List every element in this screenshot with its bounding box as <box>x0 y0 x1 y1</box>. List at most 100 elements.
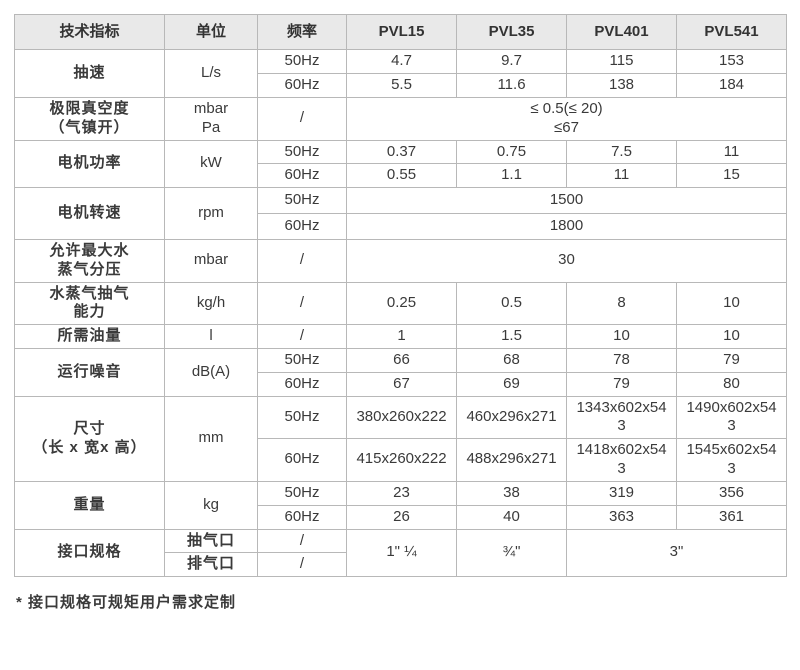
unit-cell: mbar <box>164 239 258 283</box>
row-weight-50hz: 重量 kg 50Hz 23 38 319 356 <box>14 480 787 530</box>
freq-cell: 50Hz <box>257 395 347 439</box>
value-cell: 68 <box>456 348 567 373</box>
footnote-text: * 接口规格可规矩用户需求定制 <box>16 594 237 611</box>
freq-cell: 50Hz <box>257 139 347 165</box>
value-cell: 10 <box>566 324 677 349</box>
value-cell: 0.75 <box>456 139 567 165</box>
spec-table: 技术指标 单位 频率 PVL15 PVL35 PVL401 PVL541 抽速 … <box>14 14 787 577</box>
value-cell: 0.55 <box>346 163 457 188</box>
value-cell-merged: 1500 <box>346 187 787 214</box>
value-cell: 184 <box>676 73 787 98</box>
value-cell: 5.5 <box>346 73 457 98</box>
value-cell: 11 <box>566 163 677 188</box>
row-label-max-water-vapor-pressure: 允许最大水 蒸气分压 <box>14 239 165 283</box>
value-cell-merged: 3" <box>566 528 787 577</box>
value-cell: 0.25 <box>346 281 457 325</box>
header-model-pvl401: PVL401 <box>566 14 677 50</box>
value-cell: 15 <box>676 163 787 188</box>
value-cell: 23 <box>346 480 457 506</box>
value-cell: 488x296x271 <box>456 438 567 482</box>
value-cell-merged: ≤ 0.5(≤ 20) ≤67 <box>346 97 787 141</box>
row-label-ultimate-vacuum: 极限真空度 （气镇开） <box>14 97 165 141</box>
value-cell: 8 <box>566 281 677 325</box>
header-model-pvl15: PVL15 <box>346 14 457 50</box>
row-dimensions-50hz: 尺寸 （长 x 宽x 高） mm 50Hz 380x260x222 460x29… <box>14 395 787 482</box>
freq-cell: 60Hz <box>257 371 347 397</box>
row-motor-power-50hz: 电机功率 kW 50Hz 0.37 0.75 7.5 11 <box>14 139 787 188</box>
interface-inlet-label: 抽气口 <box>164 528 258 554</box>
value-cell-merged: 30 <box>346 239 787 283</box>
value-cell: 67 <box>346 371 457 397</box>
row-noise-50hz: 运行噪音 dB(A) 50Hz 66 68 78 79 <box>14 348 787 397</box>
value-cell: 1.5 <box>456 324 567 349</box>
freq-cell: 50Hz <box>257 49 347 74</box>
row-label-motor-power: 电机功率 <box>14 139 165 188</box>
unit-cell: dB(A) <box>164 348 258 397</box>
value-cell: 1490x602x543 <box>676 395 787 439</box>
unit-cell: kW <box>164 139 258 188</box>
freq-cell: 60Hz <box>257 213 347 240</box>
row-label-interface: 接口规格 <box>14 528 165 577</box>
value-cell: ¾" <box>456 528 567 577</box>
value-cell: 79 <box>566 371 677 397</box>
row-noise-60hz: 60Hz 67 69 79 80 <box>15 371 787 397</box>
value-cell: 380x260x222 <box>346 395 457 439</box>
value-cell: 10 <box>676 324 787 349</box>
value-cell: 138 <box>566 73 677 98</box>
freq-cell: 50Hz <box>257 480 347 506</box>
row-pumping-speed-60hz: 60Hz 5.5 11.6 138 184 <box>15 73 787 98</box>
row-water-vapor-capacity: 水蒸气抽气 能力 kg/h / 0.25 0.5 8 10 <box>14 281 787 325</box>
unit-cell: L/s <box>164 49 258 98</box>
unit-cell: rpm <box>164 187 258 240</box>
row-label-motor-speed: 电机转速 <box>14 187 165 240</box>
header-model-pvl35: PVL35 <box>456 14 567 50</box>
value-cell-merged: 1800 <box>346 213 787 240</box>
value-cell: 80 <box>676 371 787 397</box>
value-cell: 319 <box>566 480 677 506</box>
freq-cell: / <box>257 97 347 141</box>
freq-cell: 60Hz <box>257 504 347 530</box>
unit-cell: mbar Pa <box>164 97 258 141</box>
value-cell: 78 <box>566 348 677 373</box>
value-cell: 363 <box>566 504 677 530</box>
freq-cell: 60Hz <box>257 438 347 482</box>
value-cell: 69 <box>456 371 567 397</box>
value-cell: 10 <box>676 281 787 325</box>
row-label-dimensions: 尺寸 （长 x 宽x 高） <box>14 395 165 482</box>
interface-outlet-label: 排气口 <box>164 552 258 577</box>
value-cell: 460x296x271 <box>456 395 567 439</box>
value-cell: 0.37 <box>346 139 457 165</box>
freq-cell: 60Hz <box>257 163 347 188</box>
value-cell: 356 <box>676 480 787 506</box>
freq-cell: 50Hz <box>257 348 347 373</box>
value-cell: 11.6 <box>456 73 567 98</box>
value-cell: 1418x602x543 <box>566 438 677 482</box>
value-cell: 79 <box>676 348 787 373</box>
freq-cell: / <box>257 552 347 577</box>
value-cell: 153 <box>676 49 787 74</box>
header-row: 技术指标 单位 频率 PVL15 PVL35 PVL401 PVL541 <box>14 14 787 50</box>
row-interface-inlet: 接口规格 抽气口 / 1" ¼ ¾" 3" <box>14 528 787 577</box>
value-cell: 66 <box>346 348 457 373</box>
value-cell: 11 <box>676 139 787 165</box>
row-max-water-vapor-pressure: 允许最大水 蒸气分压 mbar / 30 <box>14 239 787 283</box>
row-label-weight: 重量 <box>14 480 165 530</box>
value-cell: 361 <box>676 504 787 530</box>
row-label-pumping-speed: 抽速 <box>14 49 165 98</box>
freq-cell: / <box>257 324 347 349</box>
row-pumping-speed-50hz: 抽速 L/s 50Hz 4.7 9.7 115 153 <box>14 49 787 98</box>
freq-cell: / <box>257 239 347 283</box>
value-cell: 26 <box>346 504 457 530</box>
value-cell: 1" ¼ <box>346 528 457 577</box>
row-label-oil-required: 所需油量 <box>14 324 165 349</box>
value-cell: 1.1 <box>456 163 567 188</box>
freq-cell: 60Hz <box>257 73 347 98</box>
header-unit: 单位 <box>164 14 258 50</box>
row-ultimate-vacuum: 极限真空度 （气镇开） mbar Pa / ≤ 0.5(≤ 20) ≤67 <box>14 97 787 141</box>
value-cell: 1 <box>346 324 457 349</box>
row-interface-outlet: 排气口 / <box>15 552 787 577</box>
row-label-water-vapor-capacity: 水蒸气抽气 能力 <box>14 281 165 325</box>
row-label-noise: 运行噪音 <box>14 348 165 397</box>
row-weight-60hz: 60Hz 26 40 363 361 <box>15 504 787 530</box>
